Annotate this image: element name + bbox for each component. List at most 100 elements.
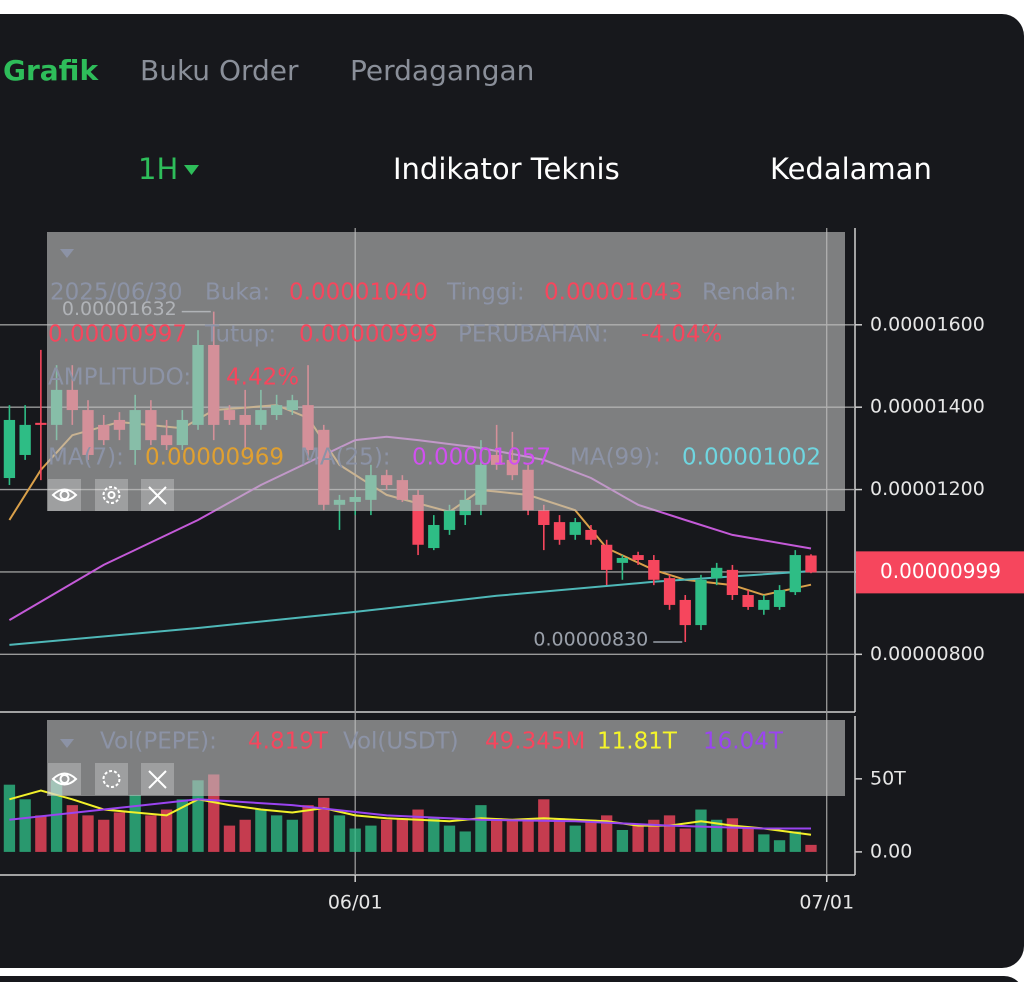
candle-body bbox=[632, 555, 644, 561]
volume-bar bbox=[475, 805, 487, 852]
annotation: 0.00000830 bbox=[533, 628, 648, 650]
volume-overlay: Vol(PEPE): 4.819T Vol(USDT) 49.345M 11.8… bbox=[47, 720, 845, 796]
volume-bar bbox=[522, 819, 534, 852]
y-tick-label: 0.00001200 bbox=[870, 478, 985, 500]
volume-bar bbox=[695, 809, 707, 852]
value: -4.04% bbox=[641, 322, 722, 348]
volume-bar bbox=[365, 825, 377, 852]
candle-body bbox=[695, 579, 707, 626]
candle-body bbox=[742, 595, 754, 607]
volume-bar bbox=[66, 805, 78, 852]
price-tag-layer: 0.00000999 bbox=[856, 551, 1024, 594]
candle-body bbox=[648, 560, 660, 580]
last-price-tag bbox=[856, 551, 1024, 594]
volume-bar bbox=[711, 819, 723, 852]
volume-bar bbox=[412, 809, 424, 852]
volume-bar bbox=[113, 812, 126, 852]
candle-body bbox=[726, 569, 739, 596]
overlay-bg bbox=[47, 720, 845, 796]
frame bbox=[0, 228, 856, 876]
candle-body bbox=[553, 522, 566, 540]
overlay-bg bbox=[47, 232, 845, 511]
dropdown-arrow[interactable] bbox=[184, 165, 199, 175]
settings-button[interactable] bbox=[95, 763, 128, 795]
volume-bar bbox=[648, 819, 660, 852]
collapse[interactable] bbox=[60, 249, 74, 258]
volume-bar bbox=[443, 825, 456, 852]
settings-icon bbox=[102, 770, 121, 788]
interval[interactable]: 1H bbox=[138, 152, 178, 186]
volume-bar bbox=[50, 780, 63, 852]
volume-bar bbox=[286, 819, 298, 852]
next-card bbox=[0, 976, 1019, 982]
volume-bar bbox=[538, 799, 550, 852]
volume-bar bbox=[553, 818, 566, 852]
candle-body bbox=[443, 510, 456, 530]
candle-body bbox=[773, 590, 786, 607]
y-tick-label: 0.00 bbox=[870, 840, 912, 862]
tab[interactable]: Perdagangan bbox=[350, 54, 534, 87]
candle-body bbox=[428, 524, 440, 549]
label: MA(7): bbox=[48, 445, 124, 471]
volume-bar bbox=[239, 819, 251, 852]
candle-body bbox=[711, 567, 723, 579]
volume-bar bbox=[805, 844, 817, 852]
candle-body bbox=[805, 555, 817, 573]
volume-bar bbox=[569, 825, 581, 852]
depth[interactable]: Kedalaman bbox=[770, 152, 932, 186]
plot bbox=[3, 311, 817, 852]
value: 0.00001002 bbox=[682, 445, 821, 471]
volume-bar bbox=[145, 815, 157, 852]
candle-body bbox=[19, 424, 31, 455]
close-icon bbox=[148, 486, 167, 505]
collapse[interactable] bbox=[60, 739, 74, 748]
volume-bar bbox=[35, 815, 47, 852]
volume-bar bbox=[82, 815, 94, 852]
value: 16.04T bbox=[703, 729, 784, 755]
date: 2025/06/30 bbox=[50, 280, 183, 306]
volume-bar bbox=[585, 819, 597, 852]
x-tick-label: 07/01 bbox=[799, 892, 854, 914]
volume-bar bbox=[333, 815, 346, 852]
volume-bar bbox=[349, 828, 361, 852]
volume-bar bbox=[490, 818, 503, 852]
label: MA(25): bbox=[300, 445, 391, 471]
y-tick-label: 0.00001400 bbox=[870, 396, 985, 418]
candle-body bbox=[601, 544, 613, 570]
volume-bar bbox=[679, 828, 691, 852]
eye-icon bbox=[51, 488, 78, 502]
label: Tinggi: bbox=[446, 280, 525, 306]
indicators[interactable]: Indikator Teknis bbox=[393, 152, 620, 186]
volume-bar bbox=[208, 774, 220, 852]
volume-bar bbox=[98, 819, 110, 852]
candle-body bbox=[569, 522, 581, 535]
volume-bar bbox=[270, 815, 283, 852]
info-overlay: 2025/06/30 Buka: 0.00001040 Tinggi: 0.00… bbox=[47, 232, 845, 511]
label: Vol(PEPE): bbox=[100, 729, 217, 755]
volume-bar bbox=[192, 780, 204, 852]
settings-button[interactable] bbox=[95, 479, 128, 511]
volume-bar bbox=[616, 829, 629, 852]
y-tick-label: 0.00001600 bbox=[870, 313, 985, 335]
label: Tutup: bbox=[204, 322, 276, 348]
volume-bar bbox=[742, 828, 754, 852]
ma-line bbox=[9, 798, 811, 830]
y-tick-label: 0.00000800 bbox=[870, 643, 985, 665]
candle-body bbox=[663, 578, 676, 605]
close-icon bbox=[148, 770, 167, 789]
value: 0.00001057 bbox=[412, 445, 551, 471]
value: 0.00000999 bbox=[299, 322, 438, 348]
y-tick-label: 50T bbox=[870, 767, 906, 789]
tab[interactable]: Grafik bbox=[3, 54, 99, 87]
volume-bar bbox=[396, 818, 409, 852]
volume-bar bbox=[758, 834, 770, 852]
tab[interactable]: Buku Order bbox=[140, 54, 299, 87]
volume-bar bbox=[160, 809, 173, 852]
value: 0.00000997 bbox=[48, 322, 187, 348]
volume-bar bbox=[773, 840, 786, 852]
value: 0.00001043 bbox=[544, 280, 683, 306]
candle-body bbox=[789, 555, 801, 593]
volume-bar bbox=[601, 815, 613, 852]
